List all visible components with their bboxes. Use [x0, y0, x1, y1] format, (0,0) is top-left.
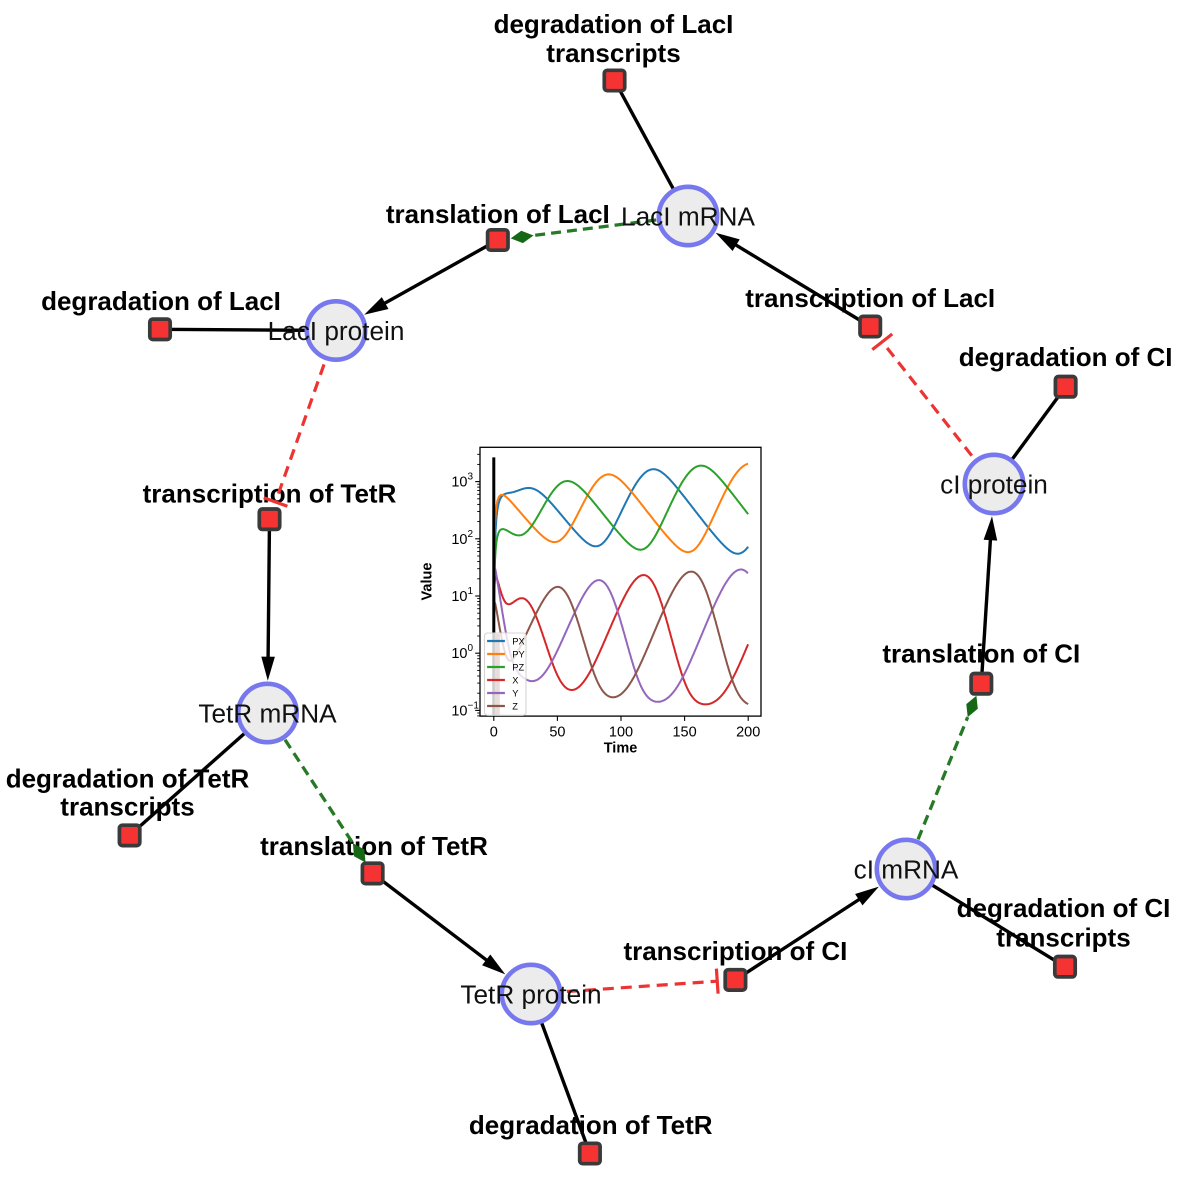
svg-text:transcription of CI: transcription of CI [623, 936, 847, 966]
svg-text:PZ: PZ [512, 662, 524, 672]
svg-text:10: 10 [451, 532, 467, 548]
svg-text:TetR mRNA: TetR mRNA [198, 698, 337, 728]
svg-text:10: 10 [451, 475, 467, 491]
svg-text:translation of LacI: translation of LacI [386, 199, 610, 229]
svg-text:LacI mRNA: LacI mRNA [621, 201, 755, 231]
svg-text:Y: Y [512, 688, 518, 698]
svg-text:cI protein: cI protein [940, 469, 1048, 499]
svg-text:translation of TetR: translation of TetR [260, 831, 488, 861]
svg-text:transcription of TetR: transcription of TetR [143, 479, 397, 509]
svg-text:1: 1 [468, 586, 474, 597]
svg-text:degradation of CI: degradation of CI [959, 342, 1173, 372]
svg-text:2: 2 [468, 529, 474, 540]
svg-text:200: 200 [736, 725, 760, 741]
svg-text:PX: PX [512, 636, 524, 646]
svg-text:100: 100 [609, 725, 633, 741]
svg-text:−1: −1 [468, 700, 480, 711]
svg-text:PY: PY [512, 649, 524, 659]
svg-text:LacI protein: LacI protein [268, 316, 405, 346]
svg-text:degradation of TetR: degradation of TetR [469, 1110, 713, 1140]
svg-text:0: 0 [468, 643, 474, 654]
svg-text:10: 10 [451, 703, 467, 719]
svg-text:degradation of TetR: degradation of TetR [6, 764, 250, 794]
svg-text:degradation of CI: degradation of CI [957, 893, 1171, 923]
svg-text:10: 10 [451, 646, 467, 662]
svg-text:transcripts: transcripts [546, 38, 680, 68]
svg-text:degradation of LacI: degradation of LacI [41, 286, 281, 316]
svg-text:150: 150 [672, 725, 696, 741]
svg-text:0: 0 [490, 725, 498, 741]
svg-text:X: X [512, 675, 518, 685]
svg-text:10: 10 [451, 589, 467, 605]
svg-text:Z: Z [512, 701, 518, 711]
svg-text:50: 50 [549, 725, 565, 741]
svg-text:degradation of LacI: degradation of LacI [494, 9, 734, 39]
svg-text:3: 3 [468, 472, 474, 483]
svg-text:Time: Time [604, 741, 638, 757]
svg-text:transcription of LacI: transcription of LacI [745, 283, 995, 313]
svg-text:TetR protein: TetR protein [460, 979, 601, 1009]
svg-text:cI mRNA: cI mRNA [854, 854, 959, 884]
svg-text:Value: Value [420, 563, 436, 601]
